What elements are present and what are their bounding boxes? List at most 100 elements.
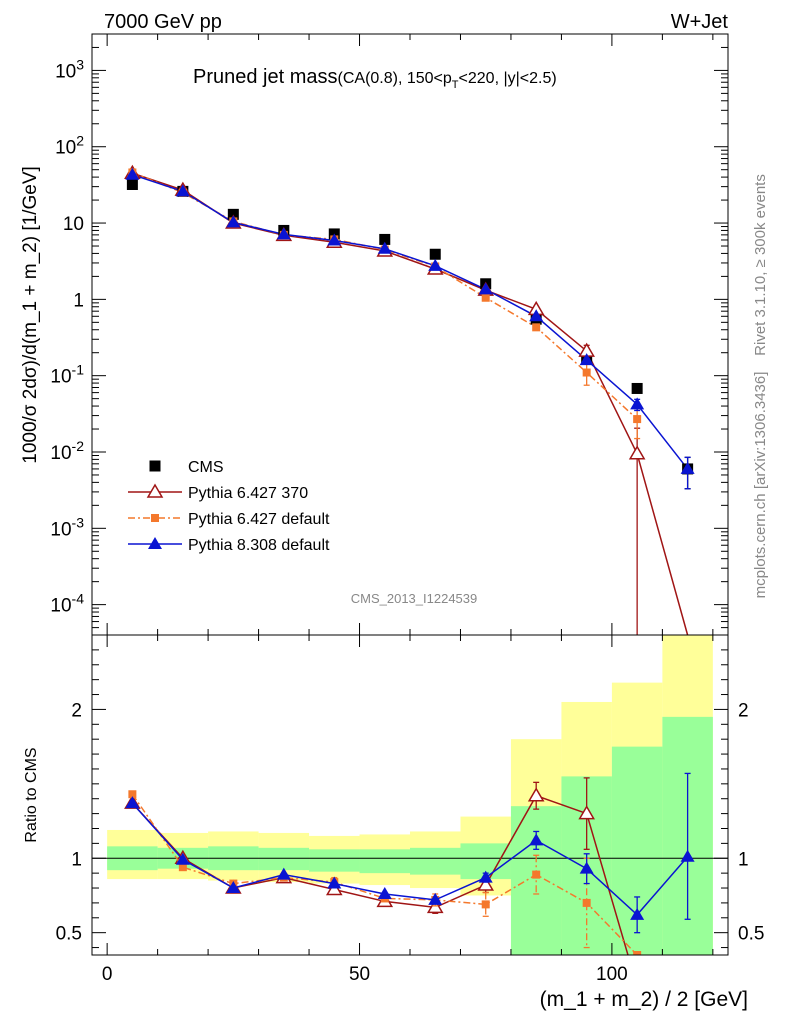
ratio-point-pythia-8-308-default [579, 861, 594, 874]
line-pythia-6-427-default [132, 171, 638, 420]
point-pythia-8-308-default [529, 309, 544, 322]
y-tick-exp: -2 [72, 438, 85, 454]
legend-label-cms: CMS [188, 459, 224, 476]
y-tick-label: 103 [55, 56, 84, 82]
y-tick-label: 102 [55, 133, 84, 159]
point-pythia-6-427-default [481, 293, 490, 302]
legend-marker-pythia-8-308-default [148, 537, 162, 549]
ratio-point-pythia-8-308-default [377, 886, 392, 899]
ratio-point-pythia-6-427-default [532, 870, 541, 879]
plot-subtitle-a: (CA(0.8), 150<p [338, 70, 452, 87]
point-pythia-8-308-default [125, 167, 140, 180]
y-tick-exp: 3 [76, 56, 84, 72]
plot-subtitle-sub: T [452, 79, 459, 91]
ratio-y-tick-label-right: 2 [738, 700, 749, 721]
x-tick-label: 0 [102, 964, 113, 985]
ratio-y-tick-label-right: 0.5 [738, 924, 764, 945]
y-tick-label: 10-1 [50, 362, 84, 388]
ratio-point-pythia-6-427-370 [527, 787, 545, 802]
point-pythia-6-427-default [582, 368, 591, 377]
point-pythia-6-427-default [633, 415, 642, 424]
ratio-ylabel: Ratio to CMS [23, 747, 40, 842]
y-tick-base: 10 [63, 214, 84, 235]
mcplots-label: mcplots.cern.ch [arXiv:1306.3436] [752, 372, 769, 599]
y-tick-base: 1 [73, 290, 84, 311]
main-plot [124, 164, 695, 636]
ratio-point-pythia-8-308-default [125, 796, 140, 809]
ratio-point-pythia-6-427-default [128, 790, 137, 799]
legend-label-pythia-6-427-370: Pythia 6.427 370 [188, 485, 308, 502]
y-tick-base: 10 [50, 367, 71, 388]
analysis-id: CMS_2013_I1224539 [351, 591, 478, 606]
plot-title: Pruned jet mass(CA(0.8), 150<pT<220, |y|… [193, 66, 557, 91]
plot-subtitle-b: <220, |y|<2.5) [459, 70, 557, 87]
rivet-label: Rivet 3.1.10, ≥ 300k events [752, 174, 769, 356]
ratio-point-pythia-6-427-default [481, 900, 490, 909]
point-pythia-8-308-default [327, 233, 342, 246]
ratio-y-tick-label: 0.5 [56, 924, 82, 945]
point-pythia-6-427-default [532, 323, 541, 332]
y-tick-base: 10 [50, 443, 71, 464]
ratio-point-pythia-8-308-default [529, 833, 544, 846]
ratio-point-pythia-8-308-default [327, 876, 342, 889]
y-tick-exp: -4 [72, 591, 85, 607]
ratio-point-pythia-8-308-default [428, 892, 443, 905]
point-pythia-8-308-default [680, 461, 695, 474]
ratio-band-inner [258, 847, 310, 871]
ratio-point-pythia-8-308-default [630, 907, 645, 920]
y-tick-base: 10 [55, 61, 76, 82]
y-tick-exp: -3 [72, 514, 85, 530]
point-pythia-8-308-default [276, 227, 291, 240]
ratio-y-tick-label: 1 [71, 849, 82, 870]
y-tick-label: 10-3 [50, 514, 84, 540]
main-ylabel: 1000/σ 2dσ)/d(m_1 + m_2) [1/GeV] [20, 166, 41, 464]
ratio-point-pythia-6-427-370 [578, 805, 595, 820]
plot-title-main: Pruned jet mass [193, 66, 338, 88]
point-pythia-8-308-default [630, 397, 645, 410]
x-tick-label: 100 [596, 964, 628, 985]
y-tick-label: 10-2 [50, 438, 84, 464]
legend-marker-pythia-6-427-370 [146, 483, 164, 498]
point-pythia-8-308-default [428, 258, 443, 271]
ratio-point-pythia-6-427-370 [477, 876, 495, 891]
point-cms [379, 233, 391, 245]
ratio-y-tick-label-right: 1 [738, 849, 749, 870]
point-pythia-8-308-default [478, 282, 493, 295]
ratio-point-pythia-8-308-default [478, 870, 493, 883]
point-pythia-6-427-370 [628, 445, 646, 460]
point-cms [227, 208, 239, 220]
y-tick-base: 10 [50, 596, 71, 617]
point-pythia-8-308-default [226, 215, 241, 228]
ratio-band-inner [359, 849, 410, 874]
ratio-point-pythia-8-308-default [276, 867, 291, 880]
line-pythia-6-427-370 [132, 172, 689, 636]
legend-label-pythia-8-308-default: Pythia 8.308 default [188, 537, 330, 554]
legend-marker-cms [149, 460, 161, 472]
point-pythia-8-308-default [377, 241, 392, 254]
y-tick-label: 10 [63, 214, 84, 235]
ratio-series [124, 772, 695, 955]
ratio-line-pythia-8-308-default [131, 802, 689, 916]
y-tick-exp: -1 [72, 362, 85, 378]
y-tick-label: 10-4 [50, 591, 84, 617]
legend-marker-pythia-6-427-default [151, 514, 159, 522]
point-cms [429, 248, 441, 260]
y-tick-exp: 2 [76, 133, 84, 149]
ratio-point-pythia-8-308-default [175, 852, 190, 865]
energy-label: 7000 GeV pp [104, 11, 222, 33]
ratio-band-inner [309, 849, 360, 872]
point-pythia-8-308-default [175, 184, 190, 197]
legend: CMS Pythia 6.427 370 Pythia 6.427 default P… [128, 459, 330, 554]
ratio-y-tick-label: 2 [71, 700, 82, 721]
ratio-band-inner [410, 847, 461, 875]
x-tick-label: 50 [349, 964, 370, 985]
ratio-bands [92, 635, 728, 955]
ratio-point-pythia-6-427-default [633, 951, 642, 955]
ratio-plot [124, 772, 695, 955]
point-cms [126, 178, 138, 190]
point-pythia-8-308-default [579, 353, 594, 366]
ratio-point-pythia-6-427-default [178, 863, 187, 872]
